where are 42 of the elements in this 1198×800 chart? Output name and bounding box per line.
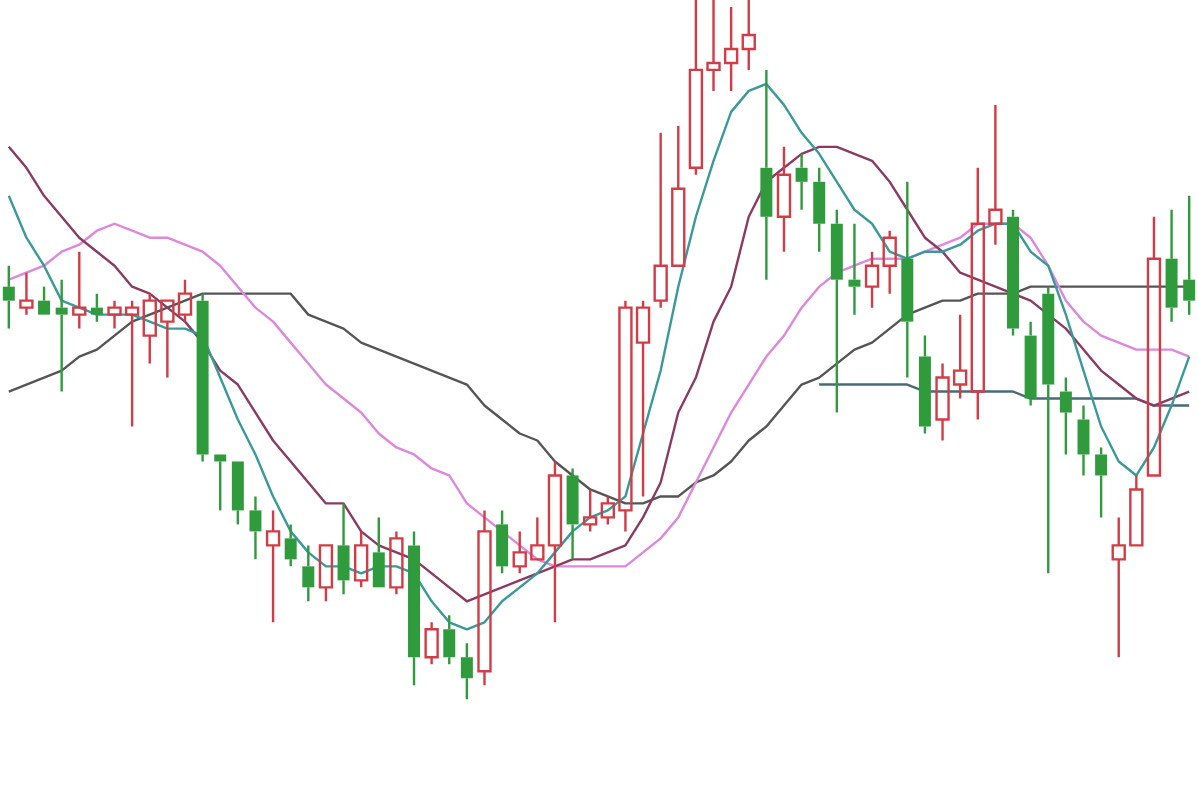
candlestick (583, 488, 598, 533)
candlestick (918, 334, 931, 435)
candlestick (372, 516, 385, 588)
candlestick (1042, 285, 1055, 575)
candlestick (265, 509, 281, 624)
candlestick (460, 642, 473, 701)
candlestick (760, 68, 773, 281)
candlestick (795, 152, 808, 211)
candlestick (72, 250, 87, 330)
candlestick (1059, 376, 1072, 456)
candlestick (196, 292, 209, 463)
candlestick (830, 208, 843, 414)
candlestick (389, 530, 404, 596)
candlestick (477, 509, 492, 687)
candlestick (776, 145, 792, 253)
candlestick (353, 530, 369, 589)
candlestick (90, 292, 103, 323)
candlestick (424, 621, 439, 666)
candlestick (864, 250, 880, 309)
candlestick (1077, 404, 1090, 477)
candlestick (741, 0, 756, 72)
candlestick (566, 467, 579, 561)
candlestick (1095, 446, 1108, 519)
candlestick (337, 502, 350, 596)
candlestick (882, 229, 897, 295)
candlestick (848, 222, 861, 316)
candlestick (1024, 320, 1037, 407)
candlestick (214, 454, 227, 512)
candlestick (443, 614, 456, 666)
candlestick (249, 495, 262, 561)
candlestick (19, 271, 34, 316)
candlestick (901, 180, 914, 379)
candlestick (813, 166, 826, 253)
candlestick (408, 530, 421, 687)
candlestick (496, 509, 509, 575)
candlestick (284, 523, 297, 568)
candlestick (1183, 194, 1196, 316)
candlestick (1165, 208, 1178, 323)
candlestick (2, 264, 15, 330)
candlestick (302, 544, 315, 603)
candlestick (1146, 215, 1162, 477)
candlestick (55, 278, 68, 393)
